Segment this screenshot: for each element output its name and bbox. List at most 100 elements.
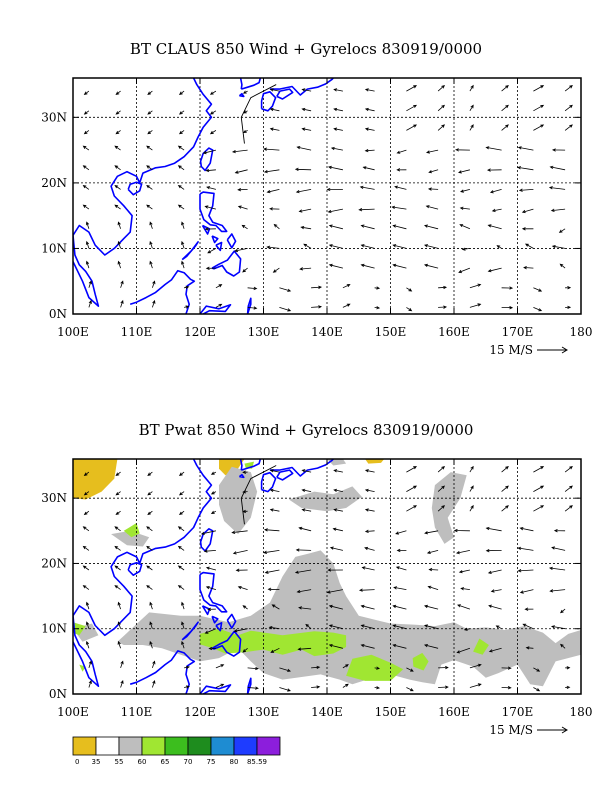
colorbar-swatch: [141, 736, 166, 756]
panel-2-title: BT Pwat 850 Wind + Gyrelocs 830919/0000: [138, 421, 474, 439]
panel-1-wind-vector: [487, 267, 502, 273]
panel-1-coastline: [260, 91, 277, 112]
panel-1-wind-vector: [564, 104, 573, 112]
panel-1-wind-vector: [359, 185, 375, 190]
panel-1-wind-vector: [82, 204, 90, 210]
panel-2-coastline: [238, 473, 245, 479]
panel-1-wind-vector: [328, 263, 343, 269]
panel-2-wind-vector: [181, 621, 185, 629]
panel-1-x-tick-label: 160E: [438, 325, 470, 339]
panel-1-wind-vector: [242, 267, 248, 273]
colorbar-swatch: [72, 736, 97, 756]
panel-2-wind-vector: [269, 488, 280, 493]
panel-1-wind-vector: [491, 208, 502, 213]
panel-2-wind-vector: [374, 666, 381, 670]
panel-1-coastline: [199, 147, 214, 172]
panel-1-wind-vector: [425, 149, 439, 154]
panel-1-wind-vector: [559, 263, 566, 269]
panel-1-wind-vector: [501, 104, 509, 112]
panel-1-wind-vector: [234, 248, 248, 253]
panel-2-wind-vector: [295, 548, 312, 552]
panel-1-wind-vector: [469, 283, 482, 289]
panel-1-wind-vector: [524, 243, 534, 249]
panel-1-wind-vector: [523, 266, 534, 270]
panel-2-wind-vector: [210, 510, 217, 514]
panel-2-wind-vector: [204, 628, 217, 634]
panel-1-coastline: [239, 78, 243, 90]
panel-2-wind-vector: [184, 685, 190, 689]
colorbar-label: 80: [230, 758, 239, 766]
panel-2-wind-vector: [83, 491, 90, 496]
panel-1-coastline: [199, 303, 232, 314]
panel-2-wind-vector: [215, 664, 225, 669]
colorbar-label: 0: [75, 758, 79, 766]
panel-2-wind-vector: [424, 530, 439, 535]
panel-2-wind-vector: [242, 647, 248, 653]
panel-1-wind-vector: [237, 205, 248, 210]
panel-2-wind-vector: [360, 644, 375, 649]
panel-2-wind-vector: [117, 640, 121, 649]
panel-1-wind-vector: [327, 208, 343, 214]
panel-1-wind-vector: [460, 189, 470, 193]
panel-1-wind-vector: [328, 244, 343, 249]
panel-2-wind-vector: [559, 608, 566, 614]
panel-1-wind-vector: [115, 130, 121, 135]
panel-2-wind-vector: [85, 621, 90, 629]
panel-2-coastline: [181, 621, 199, 641]
panel-2-wind-vector: [279, 687, 291, 692]
panel-1-wind-vector: [204, 227, 216, 231]
panel-2-wind-vector: [208, 646, 216, 651]
panel-2-wind-vector: [232, 550, 248, 555]
panel-1-wind-vector: [438, 285, 448, 290]
panel-2-y-tick-label: 10N: [41, 622, 67, 636]
panel-2-wind-vector: [553, 529, 566, 533]
panel-1-wind-vector: [364, 127, 375, 131]
panel-1-wind-vector: [146, 145, 153, 151]
panel-2-wind-vector: [82, 545, 90, 551]
colorbar-label: 75: [207, 758, 216, 766]
panel-1-wind-vector: [469, 124, 474, 131]
panel-2-wind-vector: [149, 621, 153, 629]
panel-2-pwat-gray-region: [111, 530, 150, 547]
panel-1-wind-vector: [272, 267, 280, 273]
panel-1-wind-vector: [237, 188, 248, 192]
panel-2-coastline: [201, 605, 211, 616]
panel-2-wind-vector: [342, 683, 349, 688]
panel-2-coastline: [239, 459, 243, 471]
panel-1-wind-vector: [489, 189, 502, 194]
panel-1-wind-vector: [533, 104, 545, 112]
panel-2-wind-vector: [178, 491, 185, 496]
panel-2-wind-vector: [114, 545, 121, 551]
panel-1-coastline: [241, 78, 262, 90]
panel-1-wind-vector: [184, 285, 190, 290]
panel-2-wind-vector: [215, 683, 225, 688]
panel-1-wind-vector: [181, 240, 185, 249]
panel-1-coastline: [199, 191, 228, 233]
panel-2-wind-vector: [342, 664, 349, 669]
panel-1-wind-vector: [303, 243, 312, 249]
colorbar: 0 35 55 60 65 70 75 80 85.59: [72, 736, 281, 766]
panel-1-coastline: [276, 88, 294, 100]
panel-1-wind-vector: [209, 90, 217, 95]
panel-2-wind-vector: [406, 667, 414, 672]
panel-2-wind-vector: [242, 470, 248, 474]
panel-1-wind-vector: [82, 165, 90, 171]
panel-1-x-tick-label: 120E: [184, 325, 216, 339]
panel-1-wind-vector: [565, 305, 572, 310]
panel-1-wind-vector: [294, 167, 312, 171]
panel-2-wind-vector: [85, 640, 90, 649]
panel-2-wind-vector: [525, 646, 534, 650]
panel-2-wind-vector: [85, 601, 90, 610]
panel-1-wind-vector: [152, 299, 156, 308]
panel-1-wind-vector: [311, 305, 323, 309]
panel-2-wind-vector: [548, 566, 566, 571]
panel-2-wind-vector: [490, 589, 502, 593]
panel-1-wind-vector: [406, 104, 418, 112]
panel-2-pwat-green-region: [473, 638, 489, 655]
panel-2-wind-vector: [533, 687, 541, 692]
panel-2-wind-vector: [268, 626, 280, 630]
panel-2-wind-vector: [178, 471, 185, 476]
panel-2-wind-vector: [114, 585, 121, 590]
panel-2-wind-vector: [358, 588, 375, 592]
panel-1-wind-vector: [533, 287, 543, 292]
